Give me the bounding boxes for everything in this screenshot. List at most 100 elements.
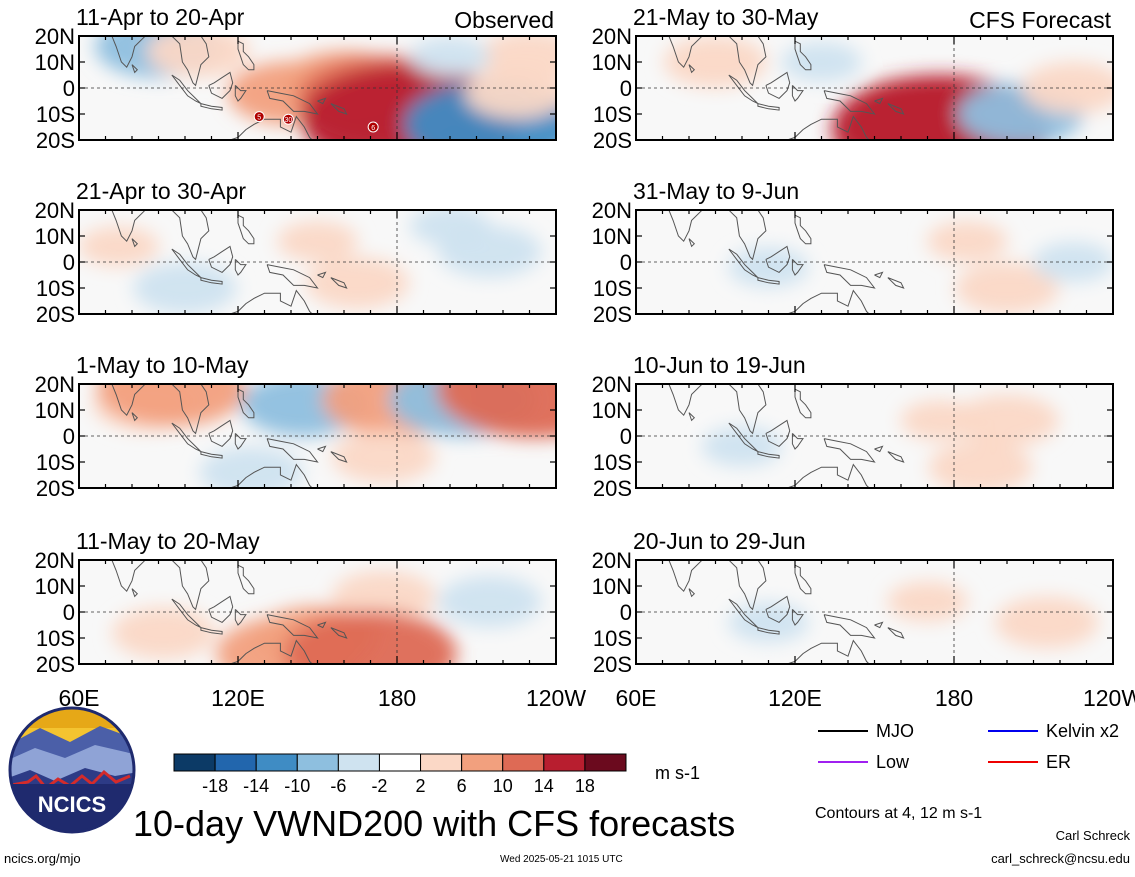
coastlines — [111, 210, 348, 314]
storm-label: 6 — [371, 125, 375, 132]
storm-marker: 5 — [253, 111, 265, 123]
y-tick-label: 10S — [593, 276, 632, 301]
panel-period: 11-May to 20-May — [76, 528, 260, 554]
y-tick-label: 20S — [36, 128, 75, 153]
coastline — [785, 289, 870, 314]
x-tick-label: 120W — [526, 685, 586, 711]
coastlines — [111, 384, 348, 488]
colorbar-label: 14 — [534, 776, 554, 796]
coastline — [823, 90, 876, 115]
coastline — [330, 451, 348, 463]
y-tick-label: 0 — [63, 250, 75, 275]
coastline — [330, 277, 348, 289]
coastline — [668, 384, 767, 435]
anomaly-blob — [663, 36, 768, 88]
site-link[interactable]: ncics.org/mjo — [4, 851, 81, 866]
coastline — [874, 271, 884, 279]
coastline — [266, 90, 319, 115]
author-email[interactable]: carl_schreck@ncsu.edu — [991, 851, 1130, 866]
coastline — [757, 103, 780, 111]
anomaly-field — [728, 581, 1099, 649]
coastline — [200, 451, 223, 459]
anomaly-blob — [409, 210, 491, 246]
coastline — [111, 560, 210, 611]
panel-period: 10-Jun to 19-Jun — [633, 352, 806, 378]
coastline — [131, 588, 139, 598]
coastline — [794, 214, 812, 245]
anomaly-field — [111, 570, 542, 664]
coastline — [208, 595, 234, 624]
coastline — [765, 71, 791, 100]
y-tick-label: 20S — [36, 302, 75, 327]
y-tick-label: 10S — [36, 276, 75, 301]
coastlines — [668, 384, 905, 488]
coastline — [208, 245, 234, 274]
coastline — [688, 64, 696, 74]
colorbar-swatch — [543, 753, 586, 772]
coastline — [887, 627, 905, 639]
y-tick-label: 0 — [620, 250, 632, 275]
y-tick-label: 10N — [592, 50, 632, 75]
x-tick-label: 60E — [616, 685, 657, 711]
legend-item: ER — [988, 752, 1071, 772]
coastline — [688, 588, 696, 598]
panel-period: 31-May to 9-Jun — [633, 178, 799, 204]
anomaly-blob — [146, 36, 251, 78]
coastline — [688, 412, 696, 422]
coastline — [200, 627, 223, 635]
y-tick-label: 10S — [36, 102, 75, 127]
coastlines — [111, 560, 348, 664]
y-tick-label: 20S — [593, 302, 632, 327]
coastline — [823, 614, 876, 639]
legend-item: Kelvin x2 — [988, 721, 1119, 741]
coastline — [785, 115, 870, 140]
anomaly-blob — [133, 262, 237, 314]
anomaly-blob — [955, 394, 1059, 447]
anomaly-blob — [436, 384, 556, 439]
coastline — [111, 210, 210, 261]
contour-note: Contours at 4, 12 m s-1 — [815, 805, 982, 822]
panel-period: 21-Apr to 30-Apr — [76, 178, 246, 204]
coastline — [794, 388, 812, 419]
y-tick-label: 10N — [592, 574, 632, 599]
coastline — [317, 621, 327, 629]
colorbar-label: -10 — [284, 776, 310, 796]
y-tick-label: 0 — [620, 600, 632, 625]
coastline — [317, 97, 327, 105]
anomaly-blob — [701, 426, 783, 467]
y-tick-label: 10S — [593, 102, 632, 127]
y-tick-label: 20N — [592, 372, 632, 397]
coastline — [266, 438, 319, 463]
colorbar-label: 10 — [493, 776, 513, 796]
coastline — [874, 97, 884, 105]
y-tick-label: 10N — [35, 398, 75, 423]
storm-label: 5 — [257, 115, 261, 122]
colorbar: -18 -14 -10 -6 -2 2 6 10 14 18 — [173, 753, 627, 796]
coastline — [317, 271, 327, 279]
y-tick-label: 10N — [35, 224, 75, 249]
colorbar-label: -18 — [202, 776, 228, 796]
coastline — [237, 564, 255, 595]
y-tick-label: 10N — [35, 574, 75, 599]
coastlines — [668, 36, 905, 140]
y-tick-label: 10N — [592, 398, 632, 423]
anomaly-blob — [955, 262, 1059, 314]
y-tick-label: 20S — [36, 476, 75, 501]
coastlines — [668, 560, 905, 664]
colorbar-label: 18 — [575, 776, 595, 796]
colorbar-label: -14 — [243, 776, 269, 796]
y-tick-label: 10S — [593, 450, 632, 475]
coastline — [317, 445, 327, 453]
coastline — [887, 451, 905, 463]
coastline — [131, 238, 139, 248]
y-tick-label: 0 — [63, 76, 75, 101]
storm-marker: 6 — [367, 121, 379, 133]
anomaly-blob — [1032, 241, 1113, 283]
coastline — [823, 264, 876, 289]
legend-label: Low — [876, 752, 910, 772]
coastline — [765, 419, 791, 448]
